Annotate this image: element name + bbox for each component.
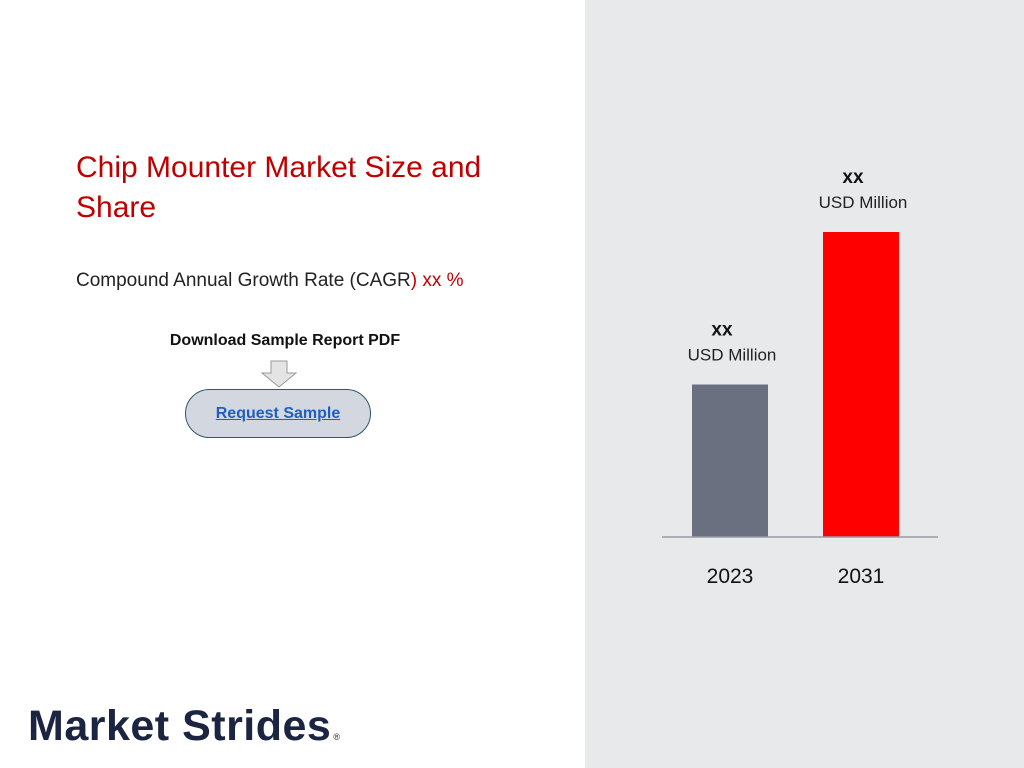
page-title: Chip Mounter Market Size and Share: [76, 151, 482, 224]
download-label: Download Sample Report PDF: [169, 332, 401, 349]
x-tick-label-2031: 2031: [838, 565, 885, 588]
bar-chart: xx USD Million 2023 xx USD Million 2031: [662, 167, 938, 588]
x-tick-label-2023: 2023: [707, 565, 754, 588]
request-sample-button[interactable]: Request Sample: [185, 389, 371, 438]
bar-2031: [823, 232, 899, 537]
registered-mark: ®: [333, 732, 341, 742]
brand-name: Market Strides: [28, 702, 332, 750]
cagr-value: ) xx %: [410, 270, 464, 291]
down-arrow-icon: [260, 360, 298, 388]
chart-panel: [585, 0, 1024, 768]
brand-logo: Market Strides ®: [28, 702, 340, 751]
data-label-value-2031: xx: [842, 167, 864, 188]
data-label-unit-2031: USD Million: [819, 193, 908, 212]
data-label-value-2023: xx: [711, 320, 733, 341]
cagr-line: Compound Annual Growth Rate (CAGR) xx %: [76, 268, 464, 294]
data-label-unit-2023: USD Million: [688, 346, 777, 365]
bar-2023: [692, 384, 768, 537]
cagr-label: Compound Annual Growth Rate (CAGR: [76, 270, 411, 291]
request-sample-link[interactable]: Request Sample: [215, 404, 341, 422]
